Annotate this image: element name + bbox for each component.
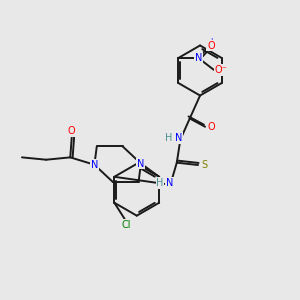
Text: N: N [175, 133, 182, 143]
Text: O: O [207, 122, 215, 132]
Text: N: N [91, 160, 98, 170]
Text: O: O [207, 40, 215, 51]
Text: N: N [195, 53, 202, 63]
Text: O⁻: O⁻ [215, 65, 227, 75]
Text: H: H [156, 178, 164, 188]
Text: O: O [68, 126, 76, 136]
Text: Cl: Cl [121, 220, 131, 230]
Text: N: N [137, 158, 145, 169]
Text: H: H [166, 133, 173, 143]
Text: N: N [166, 178, 173, 188]
Text: +: + [208, 37, 214, 46]
Text: S: S [201, 160, 208, 170]
